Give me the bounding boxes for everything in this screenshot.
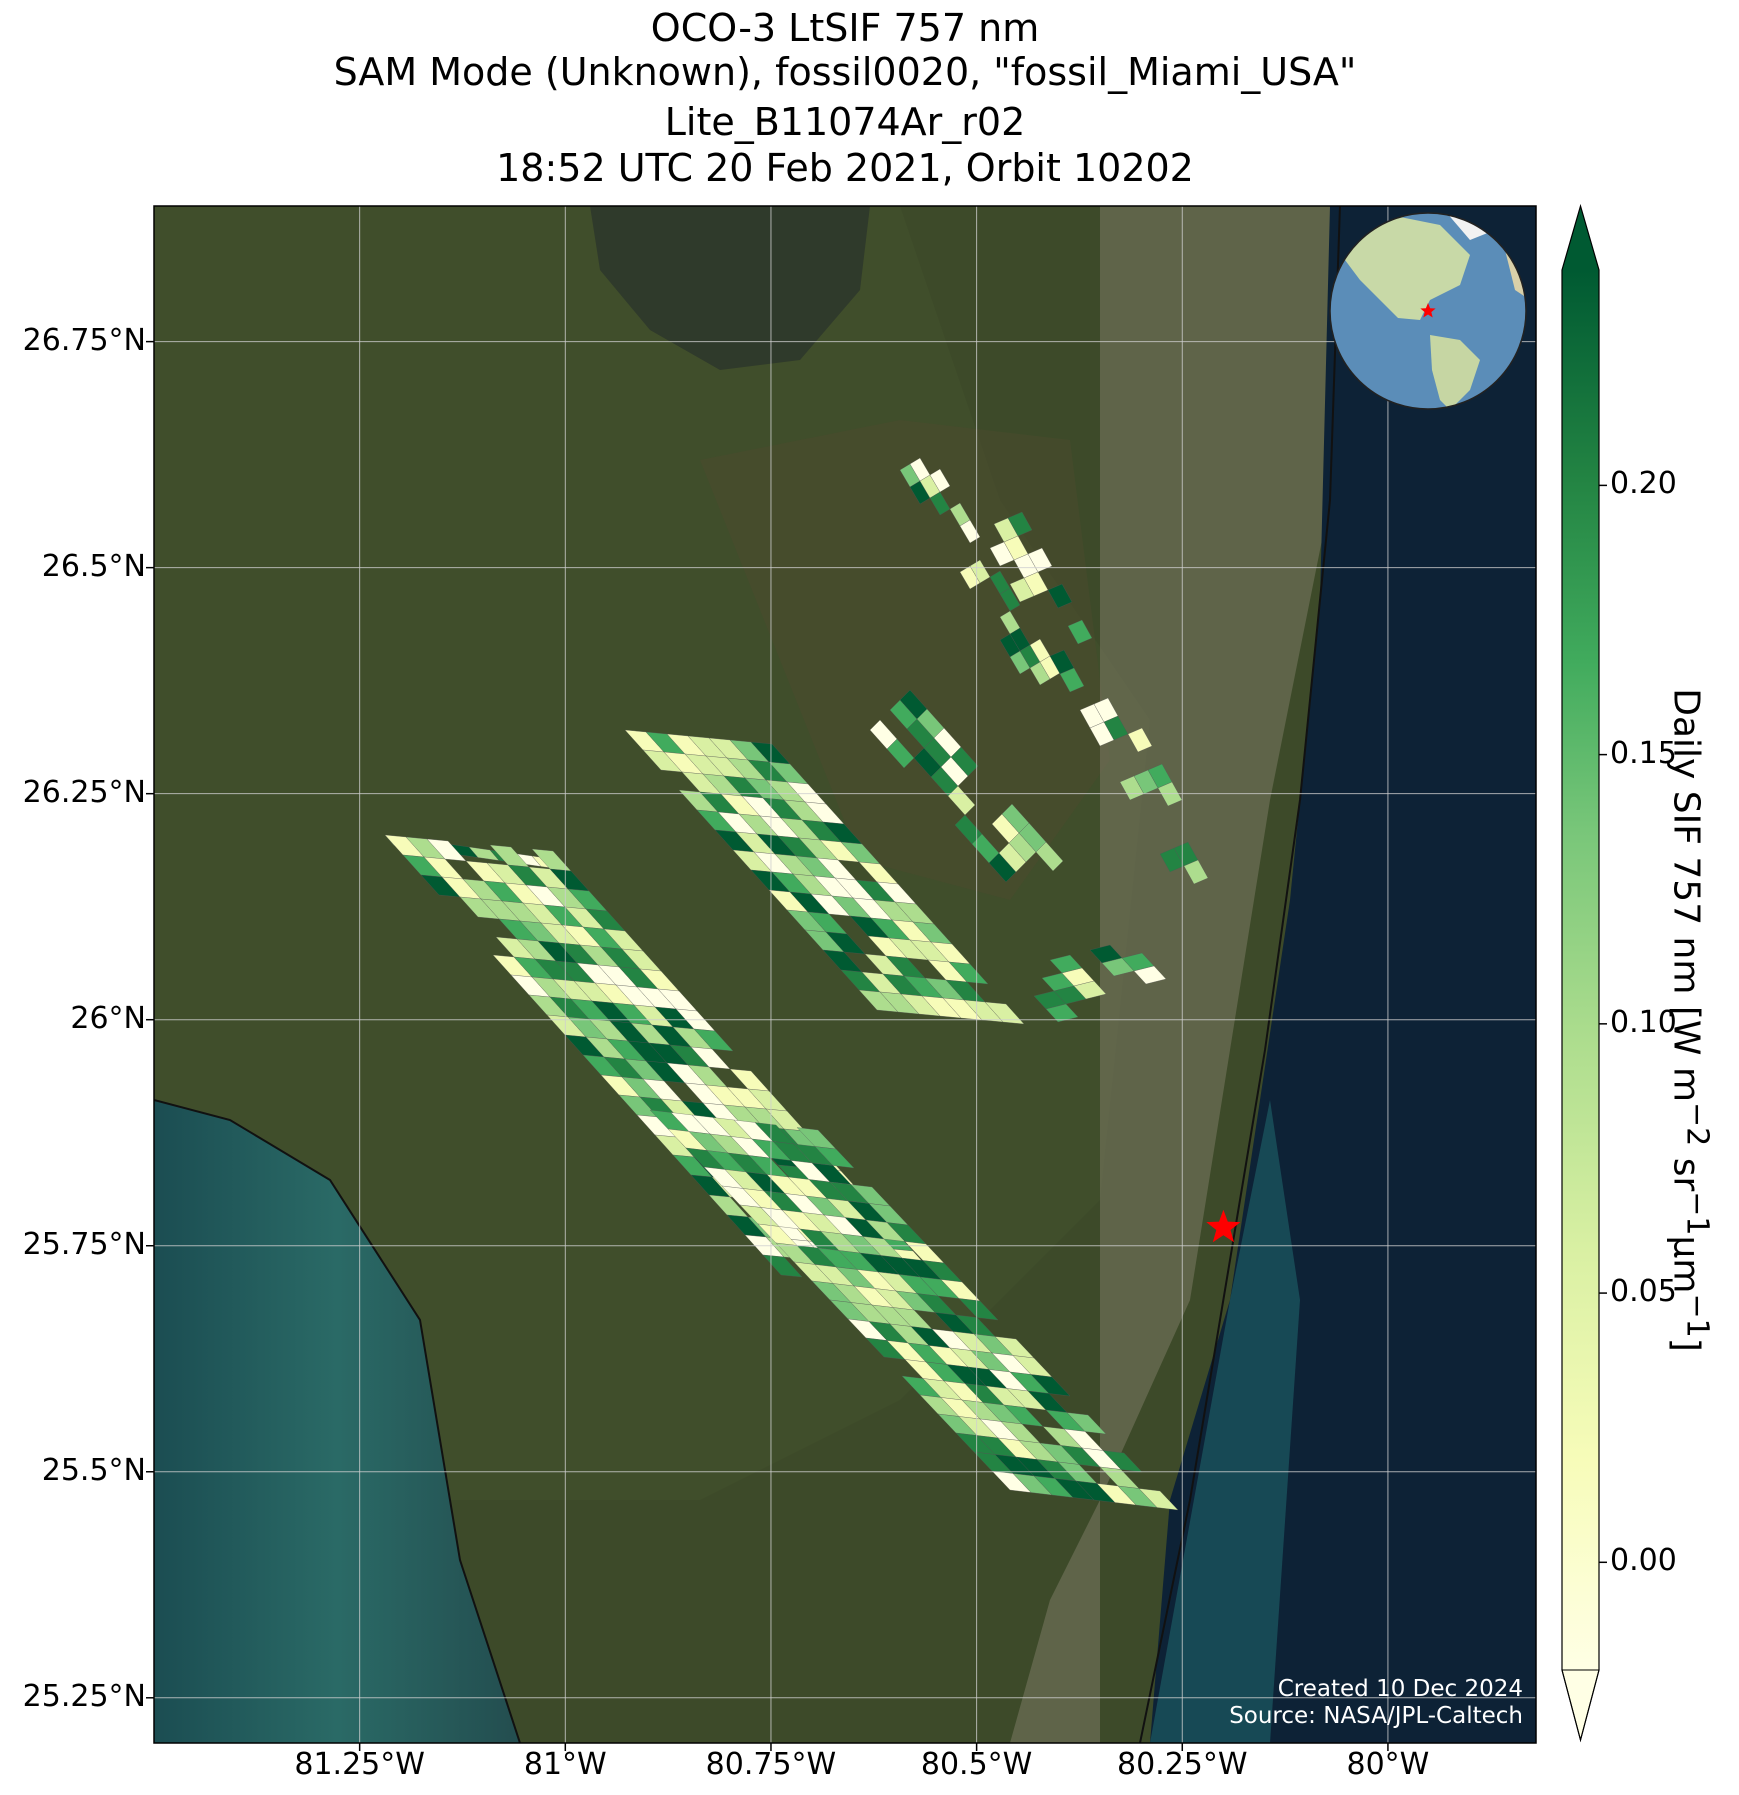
sif-sounding: [950, 746, 979, 777]
colorbar-tick-label: 0.10: [1610, 1004, 1677, 1040]
sif-sounding: [1133, 965, 1167, 985]
lon-tick-label: 81°W: [523, 1747, 607, 1782]
lat-tick-label: 26.75°N: [22, 322, 146, 358]
sif-sounding: [1059, 667, 1085, 693]
sif-sounding: [762, 1254, 803, 1278]
sif-sounding: [959, 519, 981, 544]
title-line-2: SAM Mode (Unknown), fossil0020, "fossil_…: [333, 50, 1357, 94]
title-line-4: 18:52 UTC 20 Feb 2021, Orbit 10202: [496, 146, 1194, 190]
lon-tick-label: 80.25°W: [1116, 1747, 1248, 1782]
sif-sounding: [1027, 547, 1053, 573]
credit-created: Created 10 Dec 2024: [1277, 1676, 1523, 1702]
colorbar-title: Daily SIF 757 nm [W m−2 sr−1μm−1]: [1665, 688, 1715, 1352]
urban-coast: [1010, 206, 1340, 1743]
credit-source: Source: NASA/JPL-Caltech: [1229, 1703, 1523, 1729]
sif-sounding: [1035, 841, 1064, 872]
map-frame: [153, 205, 1537, 1744]
sif-sounding: [948, 961, 989, 985]
colorbar-extend-top: [1562, 206, 1599, 270]
colorbar-tick-label: 0.05: [1610, 1274, 1677, 1310]
coastline: [1139, 206, 1341, 1743]
sif-sounding: [984, 1001, 1025, 1025]
colorbar-tick-label: 0.00: [1610, 1543, 1677, 1579]
globe-inset: [1329, 212, 1527, 410]
sif-sounding: [1138, 1488, 1179, 1511]
sif-sounding: [814, 1146, 855, 1169]
sif-soundings: [384, 457, 1209, 1511]
lat-tick-label: 26.25°N: [22, 774, 146, 810]
lat-tick-marks: [146, 340, 154, 1699]
lon-tick-label: 80.75°W: [705, 1747, 837, 1782]
colorbar-outline: [1561, 203, 1600, 1743]
map-area: [154, 206, 1536, 1743]
sif-sounding: [1127, 727, 1153, 753]
lon-tick-label: 80°W: [1346, 1747, 1430, 1782]
colorbar: [1561, 203, 1607, 1743]
sif-sounding: [1045, 1003, 1079, 1023]
lon-tick-marks: [358, 1743, 1389, 1751]
sif-sounding: [1067, 619, 1093, 645]
target-star-icon: [1206, 1209, 1241, 1243]
gridlines: [154, 206, 1536, 1743]
globe-outline: [1329, 212, 1527, 410]
lake-okeechobee: [590, 206, 870, 370]
sif-sounding: [1073, 980, 1107, 1000]
sif-sounding: [1183, 859, 1209, 885]
sif-sounding: [929, 468, 951, 493]
globe-south-america: [1430, 335, 1480, 409]
title-line-1: OCO-3 LtSIF 757 nm: [650, 6, 1040, 50]
globe-star-icon: [1420, 303, 1436, 318]
lat-tick-label: 25.75°N: [22, 1226, 146, 1262]
lat-tick-label: 26°N: [70, 1000, 146, 1036]
colorbar-tick-label: 0.20: [1610, 466, 1677, 502]
sif-sounding: [1007, 511, 1033, 537]
lat-tick-label: 25.5°N: [41, 1452, 146, 1488]
sif-sounding: [1030, 1374, 1071, 1397]
target-marker: [1206, 1209, 1241, 1243]
sif-sounding: [999, 587, 1021, 612]
gulf-coastline: [154, 1099, 521, 1743]
sif-sounding: [1047, 583, 1073, 609]
lon-tick-label: 80.5°W: [920, 1747, 1033, 1782]
gulf-water: [154, 1100, 520, 1743]
colorbar-tick-marks: [1599, 484, 1607, 1564]
biscayne-bay: [1150, 1100, 1300, 1743]
lat-tick-label: 25.25°N: [22, 1678, 146, 1714]
sif-sounding: [1066, 1412, 1107, 1435]
lat-tick-label: 26.5°N: [41, 548, 146, 584]
sif-sounding: [693, 1028, 734, 1052]
colorbar-extend-bottom: [1561, 1669, 1600, 1742]
lon-tick-label: 81.25°W: [294, 1747, 425, 1782]
globe-north-america: [1340, 215, 1470, 320]
colorbar-gradient: [1562, 270, 1599, 1670]
sif-sounding: [958, 1298, 999, 1321]
title-line-3: Lite_B11074Ar_r02: [664, 100, 1026, 144]
colorbar-tick-label: 0.15: [1610, 735, 1677, 771]
